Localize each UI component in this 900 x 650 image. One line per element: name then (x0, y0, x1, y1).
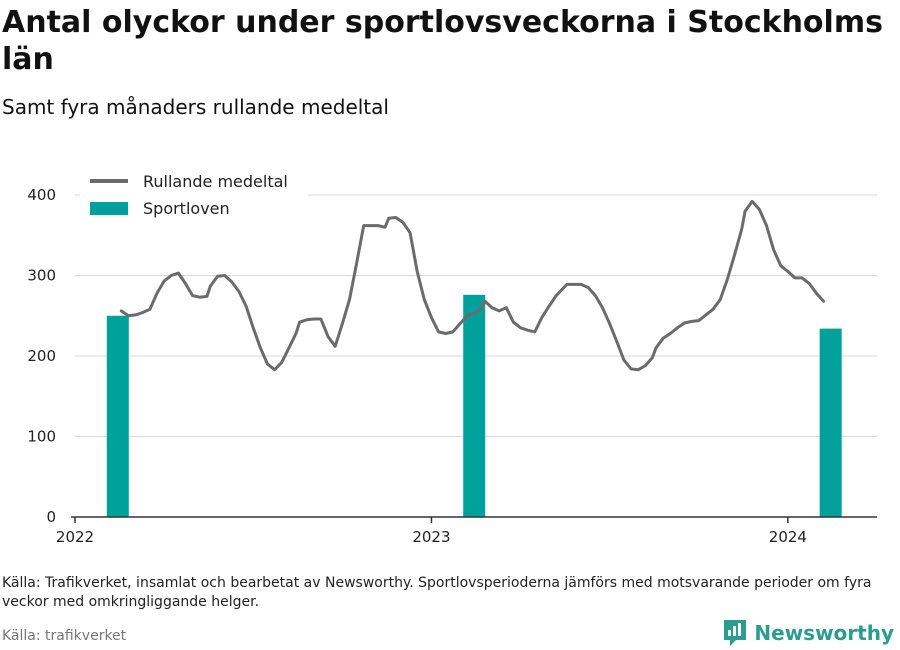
chart-title: Antal olyckor under sportlovsveckorna i … (2, 5, 883, 77)
sportlov-bar (819, 328, 842, 517)
sportlov-bar (106, 315, 129, 517)
sportlov-bar (463, 294, 486, 517)
y-tick-label: 0 (46, 508, 56, 526)
chart-subtitle: Samt fyra månaders rullande medeltal (2, 95, 389, 119)
y-tick-label: 100 (27, 428, 56, 446)
legend-label-bar: Sportloven (143, 199, 230, 218)
y-tick-label: 300 (27, 267, 56, 285)
x-tick-label: 2024 (769, 528, 807, 546)
y-tick-label: 400 (27, 186, 56, 204)
source-credit: Källa: trafikverket (2, 628, 127, 644)
legend-label-line: Rullande medeltal (143, 172, 288, 191)
rolling-average-line (119, 199, 825, 372)
legend-bar-swatch (90, 202, 128, 215)
brand-logo[interactable]: Newsworthy (722, 618, 894, 648)
legend: Rullande medeltal Sportloven (80, 166, 308, 226)
bar-layer (106, 294, 842, 517)
line-layer (119, 199, 825, 372)
chart: 0 100 200 300 400 2022 2023 2024 Rullande medel… (27, 166, 877, 546)
x-tick-label: 2023 (412, 528, 450, 546)
legend-background (80, 166, 308, 226)
y-tick-label: 200 (27, 347, 56, 365)
source-note: Källa: Trafikverket, insamlat och bearbe… (2, 575, 872, 610)
newsworthy-logo-icon (724, 620, 747, 646)
x-tick-label: 2022 (56, 528, 94, 546)
brand-name: Newsworthy (754, 621, 894, 645)
x-axis: 0 100 200 300 400 2022 2023 2024 (27, 186, 877, 546)
